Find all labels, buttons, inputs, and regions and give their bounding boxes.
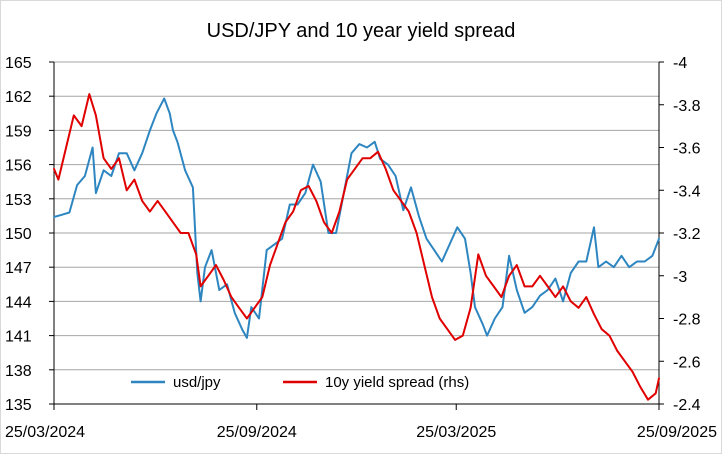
y2-tick-label: -3.6: [673, 141, 701, 158]
y-tick-label: 150: [5, 226, 32, 243]
y2-tick-label: -3.4: [673, 183, 701, 200]
y-tick-label: 138: [5, 363, 32, 380]
x-tick-label: 25/03/2024: [5, 424, 85, 441]
x-tick-label: 25/03/2025: [416, 424, 496, 441]
y2-tick-label: -4: [673, 55, 687, 72]
x-tick-label: 25/09/2025: [637, 424, 717, 441]
y2-tick-label: -2.8: [673, 312, 701, 329]
legend: usd/jpy 10y yield spread (rhs): [131, 374, 469, 391]
y-tick-label: 135: [5, 397, 32, 414]
y2-tick-label: -3.2: [673, 226, 701, 243]
chart-title: USD/JPY and 10 year yield spread: [207, 20, 516, 42]
x-tick-label: 25/09/2024: [217, 424, 297, 441]
series-line-10y-yield-spread-rhs-: [53, 93, 660, 401]
y-tick-label: 141: [5, 329, 32, 346]
y-tick-label: 144: [5, 294, 32, 311]
legend-label: usd/jpy: [173, 374, 221, 391]
y2-tick-label: -2.4: [673, 397, 701, 414]
y2-tick-label: -3: [673, 269, 687, 286]
y-tick-label: 159: [5, 123, 32, 140]
axis-layer: 165 162 159 156 153 150 147 144 141 138 135 -4 -3.8 -…: [5, 55, 717, 441]
y-tick-label: 162: [5, 89, 32, 106]
series-line-usd-jpy: [53, 97, 660, 339]
y-tick-label: 153: [5, 192, 32, 209]
grid-layer: [54, 61, 659, 371]
y-tick-label: 147: [5, 260, 32, 277]
y2-tick-label: -3.8: [673, 98, 701, 115]
y2-tick-label: -2.6: [673, 354, 701, 371]
series-layer: [53, 93, 660, 401]
legend-label: 10y yield spread (rhs): [325, 374, 469, 391]
y-tick-label: 156: [5, 158, 32, 175]
y-tick-label: 165: [5, 55, 32, 72]
